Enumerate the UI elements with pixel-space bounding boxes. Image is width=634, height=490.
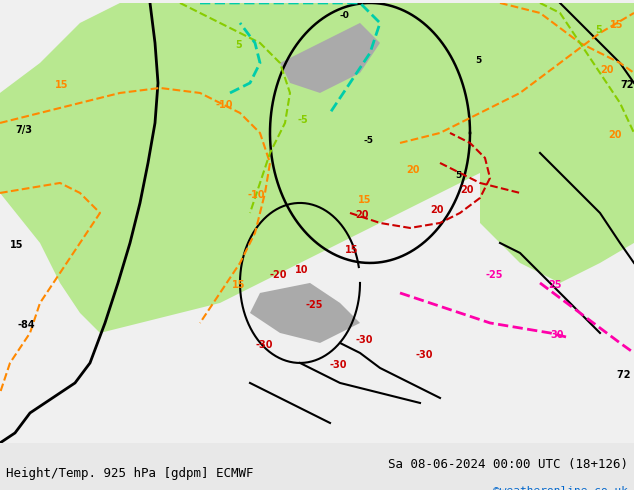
- Text: Height/Temp. 925 hPa [gdpm] ECMWF: Height/Temp. 925 hPa [gdpm] ECMWF: [6, 467, 254, 480]
- Text: -5: -5: [363, 136, 373, 145]
- Polygon shape: [500, 3, 634, 83]
- Polygon shape: [0, 3, 634, 333]
- Text: -84: -84: [18, 320, 36, 330]
- Text: 20: 20: [406, 165, 420, 175]
- Text: 15: 15: [55, 80, 68, 90]
- Text: 5: 5: [455, 171, 462, 180]
- Text: 20: 20: [460, 185, 474, 195]
- Text: 25: 25: [548, 280, 562, 290]
- Text: 5: 5: [235, 40, 242, 50]
- Text: -25: -25: [305, 300, 323, 310]
- Text: -30: -30: [355, 335, 373, 345]
- Text: 72 2: 72 2: [617, 370, 634, 380]
- Text: 15: 15: [358, 195, 372, 205]
- Polygon shape: [250, 283, 360, 343]
- Text: 20: 20: [608, 130, 621, 140]
- Text: 15: 15: [610, 20, 623, 30]
- Text: 15: 15: [345, 245, 358, 255]
- Text: 20: 20: [600, 65, 614, 75]
- Text: 72: 72: [620, 80, 633, 90]
- Text: -30: -30: [330, 360, 347, 370]
- Text: 5: 5: [475, 56, 481, 65]
- Text: 15: 15: [232, 280, 245, 290]
- Text: 5: 5: [595, 25, 602, 35]
- Text: -0: -0: [340, 11, 350, 20]
- Text: Sa 08-06-2024 00:00 UTC (18+126): Sa 08-06-2024 00:00 UTC (18+126): [387, 459, 628, 471]
- Text: 7/3: 7/3: [15, 125, 32, 135]
- Text: -20: -20: [270, 270, 287, 280]
- Text: -30: -30: [415, 350, 432, 360]
- Text: -30: -30: [255, 340, 273, 350]
- Polygon shape: [280, 23, 380, 93]
- Text: -10: -10: [247, 190, 264, 200]
- Text: ©weatheronline.co.uk: ©weatheronline.co.uk: [493, 487, 628, 490]
- Text: 20: 20: [430, 205, 444, 215]
- Text: 10: 10: [295, 265, 309, 275]
- Polygon shape: [480, 3, 634, 283]
- Text: 15: 15: [10, 240, 23, 250]
- Text: -25: -25: [486, 270, 503, 280]
- Text: -10: -10: [215, 100, 233, 110]
- Bar: [0, 443, 634, 490]
- Text: 30: 30: [550, 330, 564, 340]
- Text: -5: -5: [297, 115, 307, 125]
- Text: 20: 20: [355, 210, 368, 220]
